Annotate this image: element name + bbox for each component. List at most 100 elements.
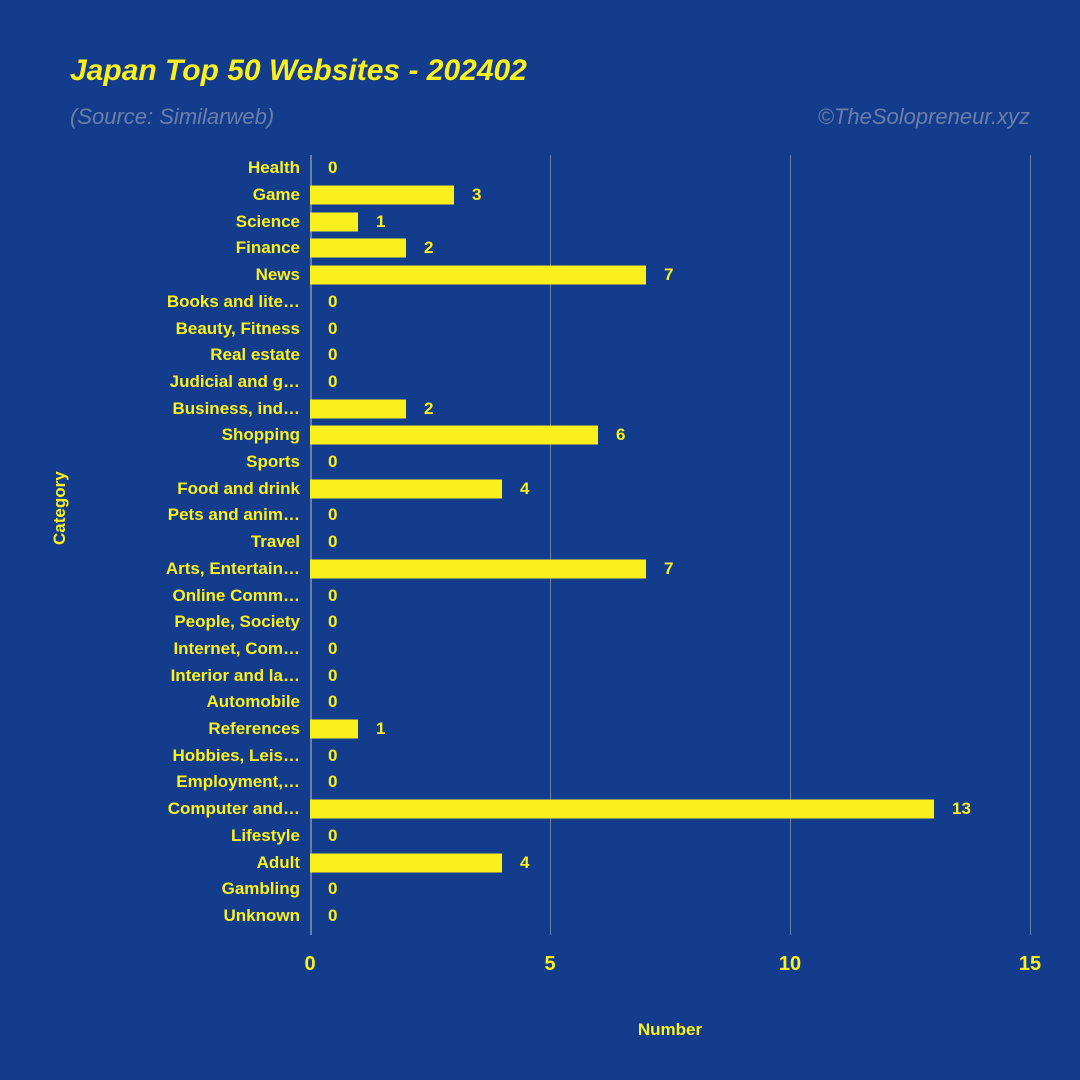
category-label: Interior and la… <box>171 666 300 686</box>
category-label: Pets and anim… <box>168 505 300 525</box>
category-label: Shopping <box>222 425 300 445</box>
category-label: Books and lite… <box>167 292 300 312</box>
bar-row: Science1 <box>310 208 1030 235</box>
value-label: 13 <box>952 799 971 819</box>
category-label: Business, ind… <box>172 399 300 419</box>
x-tick-label: 5 <box>544 953 555 976</box>
value-label: 0 <box>328 772 337 792</box>
bar-row: Pets and anim…0 <box>310 502 1030 529</box>
bar <box>310 239 406 258</box>
bar-row: Travel0 <box>310 529 1030 556</box>
bar-row: Shopping6 <box>310 422 1030 449</box>
bar-row: Adult4 <box>310 849 1030 876</box>
value-label: 0 <box>328 746 337 766</box>
value-label: 0 <box>328 452 337 472</box>
bar-row: Real estate0 <box>310 342 1030 369</box>
category-label: Game <box>253 185 300 205</box>
value-label: 1 <box>376 719 385 739</box>
bar <box>310 559 646 578</box>
bar <box>310 399 406 418</box>
value-label: 2 <box>424 238 433 258</box>
value-label: 0 <box>328 692 337 712</box>
bar <box>310 186 454 205</box>
bar-row: Sports0 <box>310 449 1030 476</box>
value-label: 4 <box>520 479 529 499</box>
bar <box>310 266 646 285</box>
bar-row: Books and lite…0 <box>310 289 1030 316</box>
category-label: News <box>256 265 300 285</box>
value-label: 0 <box>328 639 337 659</box>
category-label: Health <box>248 158 300 178</box>
bar-row: Finance2 <box>310 235 1030 262</box>
bar <box>310 800 934 819</box>
bar-row: Lifestyle0 <box>310 823 1030 850</box>
bar-row: Online Comm…0 <box>310 582 1030 609</box>
chart-title: Japan Top 50 Websites - 202402 <box>70 54 527 88</box>
bar-row: Internet, Com…0 <box>310 636 1030 663</box>
bar <box>310 853 502 872</box>
category-label: Unknown <box>224 906 301 926</box>
bar <box>310 426 598 445</box>
value-label: 1 <box>376 212 385 232</box>
category-label: Arts, Entertain… <box>166 559 300 579</box>
value-label: 0 <box>328 879 337 899</box>
value-label: 0 <box>328 532 337 552</box>
bar-row: Judicial and g…0 <box>310 369 1030 396</box>
x-axis-label: Number <box>638 1020 702 1040</box>
value-label: 3 <box>472 185 481 205</box>
category-label: Finance <box>236 238 300 258</box>
bar-row: Food and drink4 <box>310 475 1030 502</box>
bar-row: Arts, Entertain…7 <box>310 556 1030 583</box>
value-label: 0 <box>328 319 337 339</box>
value-label: 0 <box>328 345 337 365</box>
chart-attribution: ©TheSolopreneur.xyz <box>818 104 1030 130</box>
category-label: Internet, Com… <box>173 639 300 659</box>
bar <box>310 720 358 739</box>
category-label: Gambling <box>222 879 300 899</box>
value-label: 6 <box>616 425 625 445</box>
bar <box>310 212 358 231</box>
category-label: Sports <box>246 452 300 472</box>
chart-container: Japan Top 50 Websites - 202402 (Source: … <box>0 0 1080 1080</box>
value-label: 4 <box>520 853 529 873</box>
category-label: People, Society <box>174 612 300 632</box>
grid-line <box>1030 155 1031 935</box>
value-label: 0 <box>328 906 337 926</box>
bar-row: Beauty, Fitness0 <box>310 315 1030 342</box>
x-tick-label: 10 <box>779 953 801 976</box>
bar-row: Game3 <box>310 182 1030 209</box>
bar-row: Computer and…13 <box>310 796 1030 823</box>
value-label: 0 <box>328 586 337 606</box>
value-label: 0 <box>328 826 337 846</box>
bar-row: Unknown0 <box>310 903 1030 930</box>
bar <box>310 479 502 498</box>
bar-row: Hobbies, Leis…0 <box>310 742 1030 769</box>
value-label: 0 <box>328 612 337 632</box>
category-label: Lifestyle <box>231 826 300 846</box>
category-label: Science <box>236 212 300 232</box>
category-label: Adult <box>257 853 300 873</box>
bar-row: Automobile0 <box>310 689 1030 716</box>
chart-subtitle: (Source: Similarweb) <box>70 104 274 130</box>
category-label: Computer and… <box>168 799 300 819</box>
value-label: 0 <box>328 158 337 178</box>
bar-row: News7 <box>310 262 1030 289</box>
category-label: Real estate <box>210 345 300 365</box>
category-label: Judicial and g… <box>170 372 300 392</box>
bar-row: Health0 <box>310 155 1030 182</box>
category-label: Online Comm… <box>172 586 300 606</box>
category-label: Hobbies, Leis… <box>172 746 300 766</box>
value-label: 0 <box>328 666 337 686</box>
value-label: 7 <box>664 265 673 285</box>
bar-row: Employment,…0 <box>310 769 1030 796</box>
bar-row: People, Society0 <box>310 609 1030 636</box>
bar-row: Gambling0 <box>310 876 1030 903</box>
category-label: Automobile <box>207 692 301 712</box>
value-label: 7 <box>664 559 673 579</box>
x-tick-label: 0 <box>304 953 315 976</box>
value-label: 2 <box>424 399 433 419</box>
x-tick-label: 15 <box>1019 953 1041 976</box>
category-label: Beauty, Fitness <box>176 319 300 339</box>
category-label: Travel <box>251 532 300 552</box>
bar-row: Business, ind…2 <box>310 395 1030 422</box>
